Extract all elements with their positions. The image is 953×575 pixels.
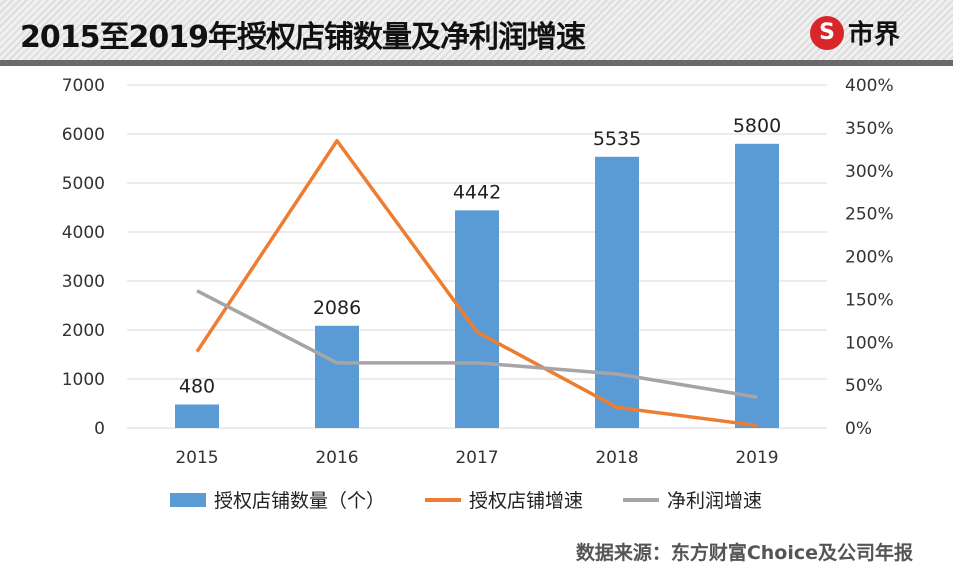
- x-tick-label: 2015: [175, 448, 218, 468]
- y-right-tick-label: 50%: [845, 376, 883, 396]
- y-left-tick-label: 4000: [62, 223, 105, 243]
- x-tick-label: 2017: [455, 448, 498, 468]
- y-left-tick-label: 6000: [62, 125, 105, 145]
- y-left-tick-label: 5000: [62, 174, 105, 194]
- y-left-tick-label: 3000: [62, 272, 105, 292]
- bar: [455, 210, 499, 428]
- source-note: 数据来源：东方财富Choice及公司年报: [575, 542, 913, 564]
- legend-item-profit-growth: 净利润增速: [623, 486, 762, 513]
- chart: 0 1000 2000 3000 4000 5000 6000 7000 0% 50% 100% 15…: [62, 76, 894, 468]
- legend-item-store-growth: 授权店铺增速: [425, 486, 583, 513]
- logo-icon: S: [810, 15, 844, 50]
- header-divider: [0, 60, 953, 66]
- bar-data-label: 4442: [453, 181, 501, 203]
- legend-swatch-line: [425, 497, 462, 502]
- bar-data-label: 2086: [313, 297, 361, 319]
- bar: [175, 404, 219, 428]
- x-tick-label: 2019: [735, 448, 778, 468]
- y-left-tick-label: 1000: [62, 370, 105, 390]
- logo-text: 市界: [848, 20, 901, 50]
- y-right-tick-label: 0%: [845, 419, 872, 439]
- bar-data-label: 480: [179, 375, 215, 397]
- legend-label: 授权店铺数量（个）: [214, 490, 386, 512]
- x-tick-label: 2016: [315, 448, 358, 468]
- legend: 授权店铺数量（个） 授权店铺增速 净利润增速: [170, 486, 762, 513]
- y-right-tick-label: 200%: [845, 248, 894, 268]
- bar: [315, 325, 359, 428]
- y-right-tick-label: 150%: [845, 290, 894, 310]
- legend-swatch-line: [623, 497, 660, 502]
- bar: [595, 156, 639, 428]
- bar: [735, 143, 779, 429]
- header: [0, 0, 953, 60]
- y-right-tick-label: 100%: [845, 333, 894, 353]
- y-left-tick-label: 0: [94, 419, 105, 439]
- page-title: 2015至2019年授权店铺数量及净利润增速: [20, 20, 586, 55]
- logo: S 市界: [810, 14, 900, 51]
- y-right-tick-label: 400%: [845, 76, 894, 96]
- y-left-tick-label: 2000: [62, 321, 105, 341]
- legend-swatch-bar: [170, 492, 206, 507]
- bar-data-label: 5535: [593, 128, 641, 150]
- y-right-tick-label: 250%: [845, 205, 894, 225]
- legend-item-stores: 授权店铺数量（个）: [170, 486, 385, 513]
- y-right-tick-label: 300%: [845, 162, 894, 182]
- legend-label: 净利润增速: [667, 490, 763, 512]
- y-left-tick-label: 7000: [62, 76, 105, 96]
- y-right-tick-label: 350%: [845, 119, 894, 139]
- legend-label: 授权店铺增速: [469, 490, 584, 512]
- bar-data-label: 5800: [733, 115, 781, 137]
- x-tick-label: 2018: [595, 448, 638, 468]
